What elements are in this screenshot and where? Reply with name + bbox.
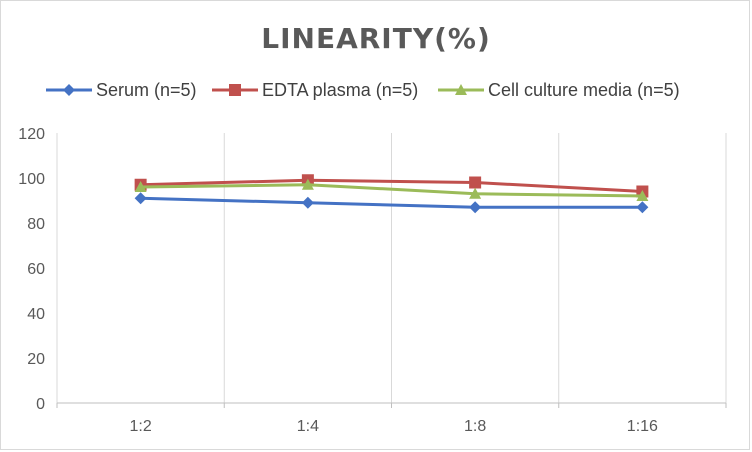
data-point-serum-1-4	[301, 196, 314, 209]
x-tick-label-1-4: 1:4	[297, 418, 319, 435]
series-line-cell-culture-media	[140, 183, 643, 198]
legend-label-serum: Serum (n=5)	[96, 80, 197, 100]
x-tick-label-1-16: 1:16	[627, 418, 658, 435]
data-point-serum-1-16	[636, 201, 649, 214]
data-point-cell-culture-media-1-4	[301, 178, 314, 190]
data-point-cell-culture-media-1-8	[469, 187, 482, 199]
y-tick-label-100: 100	[18, 171, 45, 188]
y-tick-label-60: 60	[27, 261, 45, 278]
data-point-serum-1-8	[469, 201, 482, 214]
legend-item-serum: Serum (n=5)	[46, 80, 197, 100]
data-point-cell-culture-media-1-2	[134, 181, 147, 192]
legend-marker-cell-culture-media	[455, 84, 467, 95]
legend-label-cell-culture-media: Cell culture media (n=5)	[488, 80, 680, 100]
y-tick-label-40: 40	[27, 306, 45, 323]
data-point-serum-1-2	[134, 192, 147, 205]
y-tick-label-0: 0	[36, 396, 45, 413]
legend-marker-edta-plasma	[229, 84, 241, 96]
legend-item-cell-culture-media: Cell culture media (n=5)	[438, 80, 680, 100]
legend-item-edta-plasma: EDTA plasma (n=5)	[212, 80, 418, 100]
y-tick-label-80: 80	[27, 216, 45, 233]
legend: Serum (n=5) EDTA plasma (n=5) Cell cultu…	[46, 80, 680, 100]
plot-area: 0 20 40 60 80 100 120 1:2 1:4 1:8 1:16	[18, 126, 727, 435]
y-tick-label-20: 20	[27, 351, 45, 368]
x-tick-label-1-2: 1:2	[130, 418, 152, 435]
legend-marker-serum	[63, 84, 75, 96]
x-tick-label-1-8: 1:8	[464, 418, 486, 435]
y-tick-label-120: 120	[18, 126, 45, 143]
series-line-serum	[140, 196, 643, 209]
data-point-edta-plasma-1-8	[469, 176, 482, 189]
legend-label-edta-plasma: EDTA plasma (n=5)	[262, 80, 418, 100]
chart-title: LINEARITY(%)	[261, 22, 491, 55]
series-line-edta-plasma	[140, 178, 643, 193]
data-point-cell-culture-media-1-16	[636, 190, 649, 201]
